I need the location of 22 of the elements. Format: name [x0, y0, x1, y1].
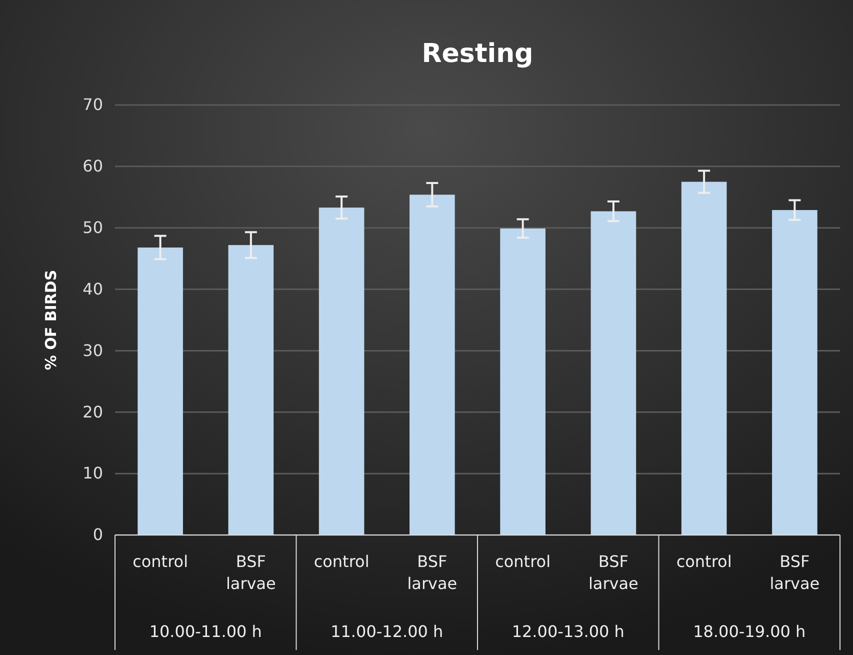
y-tick-label: 30: [82, 340, 103, 360]
x-tick-label: BSF larvae: [770, 552, 820, 593]
x-tick-label: control: [132, 552, 188, 571]
x-tick-label: control: [676, 552, 732, 571]
y-tick-label: 10: [82, 464, 103, 483]
y-tick-label: 0: [92, 525, 103, 544]
x-tick-label: control: [495, 552, 551, 571]
text: 18.00-19.00 h: [693, 622, 806, 641]
text: 12.00-13.00 h: [512, 622, 624, 641]
x-tick-label: BSF larvae: [407, 552, 458, 593]
text: 11.00-12.00 h: [330, 622, 444, 641]
y-tick-label: 20: [82, 402, 103, 422]
y-tick-label: 60: [82, 156, 103, 176]
y-tick-label: 70: [82, 95, 103, 114]
x-tick-label: BSF larvae: [588, 552, 638, 593]
y-axis-title: % OF BIRDS: [42, 270, 60, 370]
chart-title: Resting: [422, 39, 534, 69]
text: 10.00-11.00 h: [149, 622, 262, 641]
y-tick-label: 50: [82, 218, 103, 237]
y-tick-label: 40: [82, 279, 103, 298]
x-tick-label: control: [314, 552, 370, 571]
x-tick-label: BSF larvae: [226, 552, 276, 593]
